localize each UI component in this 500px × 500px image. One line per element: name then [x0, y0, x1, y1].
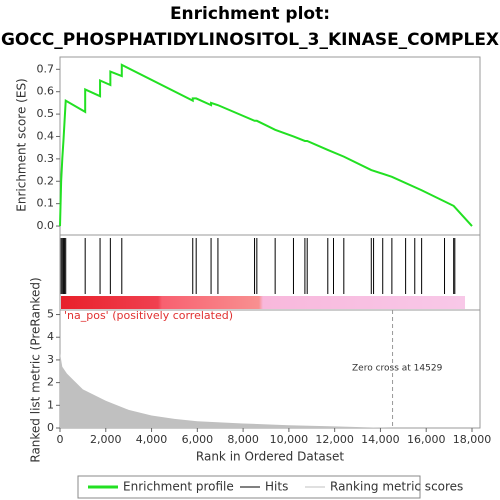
y-tick-label: 0.7 [37, 62, 55, 75]
rank-color-bar [61, 296, 465, 309]
y-tick-label: 3 [47, 353, 54, 366]
y-tick-label: 0.1 [37, 197, 55, 210]
y-tick-label: 0.2 [37, 174, 55, 187]
annotation: Zero cross at 14529 [352, 364, 443, 374]
x-tick-label: 0 [57, 433, 64, 446]
y-tick-label: 0 [47, 421, 54, 434]
y-tick-label: 0.5 [37, 107, 55, 120]
y-tick-label: 2 [47, 376, 54, 389]
y-axis-title: Ranked list metric (PreRanked) [29, 277, 43, 462]
annotation: 'na_pos' (positively correlated) [64, 309, 233, 322]
x-axis-title: Rank in Ordered Dataset [196, 450, 344, 464]
x-tick-label: 4,000 [136, 433, 168, 446]
legend [77, 475, 421, 499]
legend-label: Enrichment profile [123, 480, 234, 494]
y-tick-label: 0.0 [37, 219, 55, 232]
x-tick-label: 16,000 [407, 433, 446, 446]
x-tick-label: 6,000 [182, 433, 214, 446]
y-tick-label: 1 [47, 398, 54, 411]
x-tick-label: 2,000 [90, 433, 122, 446]
legend-label: Hits [265, 480, 288, 494]
y-tick-label: 0.3 [37, 152, 55, 165]
y-tick-label: 0.4 [37, 129, 55, 142]
legend-label: Ranking metric scores [330, 480, 463, 494]
y-tick-label: 5 [47, 308, 54, 321]
chart-subtitle: GOCC_PHOSPHATIDYLINOSITOL_3_KINASE_COMPL… [1, 30, 499, 50]
y-tick-label: 0.6 [37, 85, 55, 98]
es-line [59, 63, 473, 227]
metric-area [60, 353, 472, 428]
x-tick-label: 12,000 [315, 433, 354, 446]
x-tick-label: 8,000 [227, 433, 259, 446]
y-tick-label: 4 [47, 330, 54, 343]
x-tick-label: 10,000 [270, 433, 309, 446]
x-tick-label: 14,000 [361, 433, 400, 446]
chart-title: Enrichment plot: [170, 4, 330, 24]
y-axis-title: Enrichment score (ES) [15, 78, 29, 211]
x-tick-label: 18,000 [453, 433, 492, 446]
